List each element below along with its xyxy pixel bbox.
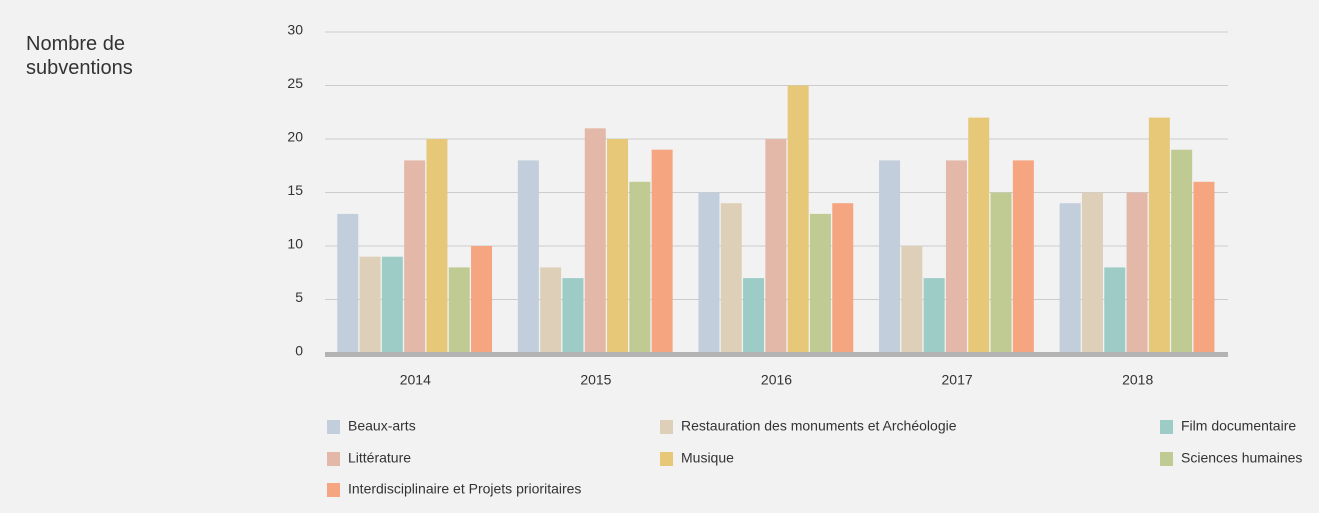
- legend-swatch: [327, 420, 340, 434]
- y-tick-label: 25: [287, 75, 303, 91]
- legend-swatch: [660, 420, 673, 434]
- bar: [879, 160, 901, 353]
- bar: [901, 246, 923, 353]
- x-tick-label: 2015: [580, 372, 611, 388]
- bar: [381, 256, 403, 353]
- bar: [945, 160, 967, 353]
- bar: [809, 213, 831, 353]
- bar: [1148, 117, 1170, 353]
- bar: [968, 117, 990, 353]
- bar: [832, 203, 854, 353]
- bar: [1059, 203, 1081, 353]
- bar: [720, 203, 742, 353]
- bar: [404, 160, 426, 353]
- bar: [923, 278, 945, 353]
- y-tick-label: 0: [295, 343, 303, 359]
- y-tick-label: 30: [287, 22, 303, 38]
- legend-label: Restauration des monuments et Archéologi…: [681, 418, 957, 434]
- bar: [337, 213, 359, 353]
- bar: [787, 85, 809, 353]
- bar: [1126, 192, 1148, 353]
- y-tick-label: 20: [287, 129, 303, 145]
- bar: [651, 149, 673, 353]
- bar: [990, 192, 1012, 353]
- bar: [765, 139, 787, 353]
- bar: [607, 139, 629, 353]
- bar: [1171, 149, 1193, 353]
- bar: [1081, 192, 1103, 353]
- legend-swatch: [327, 483, 340, 497]
- legend-label: Musique: [681, 450, 734, 466]
- legend-label: Littérature: [348, 450, 411, 466]
- y-tick-label: 5: [295, 289, 303, 305]
- legend-label: Beaux-arts: [348, 418, 416, 434]
- x-axis-line: [325, 352, 1228, 357]
- bar: [562, 278, 584, 353]
- bar: [448, 267, 470, 353]
- legend-swatch: [660, 452, 673, 466]
- x-tick-label: 2017: [942, 372, 973, 388]
- x-tick-label: 2014: [400, 372, 431, 388]
- legend-swatch: [1160, 420, 1173, 434]
- legend-swatch: [1160, 452, 1173, 466]
- legend-swatch: [327, 452, 340, 466]
- legend-label: Sciences humaines: [1181, 450, 1302, 466]
- y-axis-label: Nombre de subventions: [26, 33, 133, 79]
- bar: [629, 181, 651, 353]
- bar: [743, 278, 765, 353]
- bar: [584, 128, 606, 353]
- bar: [359, 256, 381, 353]
- x-tick-label: 2016: [761, 372, 792, 388]
- bar: [698, 192, 720, 353]
- y-tick-label: 10: [287, 236, 303, 252]
- bar: [540, 267, 562, 353]
- bar: [517, 160, 539, 353]
- bar: [1104, 267, 1126, 353]
- bar: [426, 139, 448, 353]
- bar: [471, 246, 493, 353]
- bar: [1193, 181, 1215, 353]
- y-tick-label: 15: [287, 182, 303, 198]
- x-tick-label: 2018: [1122, 372, 1153, 388]
- legend-label: Interdisciplinaire et Projets prioritair…: [348, 481, 581, 497]
- legend-label: Film documentaire: [1181, 418, 1296, 434]
- bar: [1012, 160, 1034, 353]
